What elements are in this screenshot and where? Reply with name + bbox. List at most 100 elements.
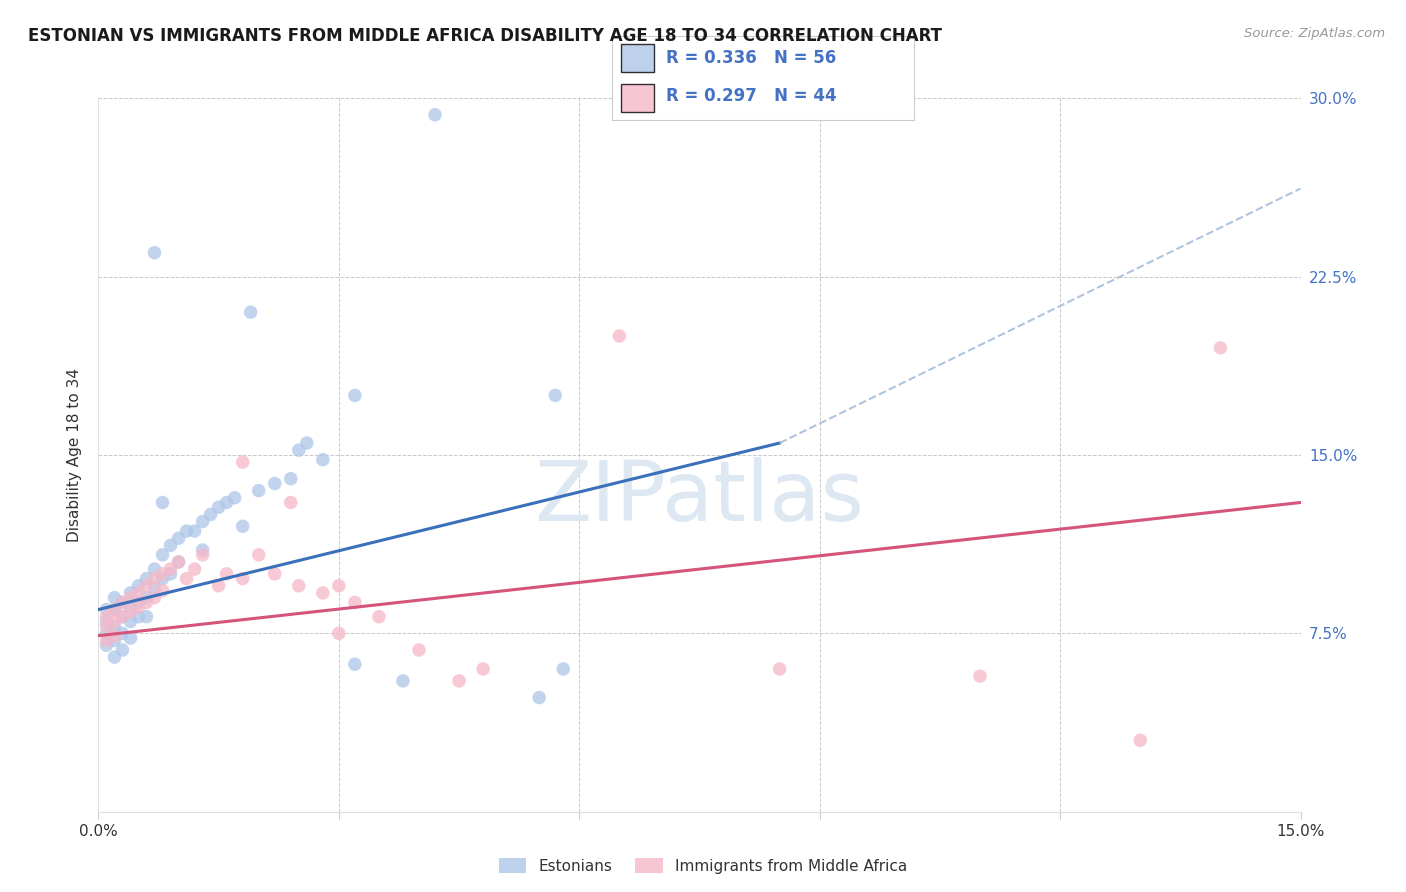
Point: [529, 690, 551, 705]
Point: [103, 629, 125, 643]
Point: [120, 631, 142, 645]
Point: [295, 436, 318, 450]
Point: [167, 531, 190, 545]
Point: [96, 615, 118, 629]
Text: R = 0.336   N = 56: R = 0.336 N = 56: [666, 49, 837, 67]
Point: [969, 669, 991, 683]
Point: [159, 566, 181, 581]
Point: [143, 562, 166, 576]
Point: [769, 662, 792, 676]
Point: [472, 662, 495, 676]
Point: [120, 600, 142, 615]
Point: [423, 108, 446, 122]
Point: [96, 619, 118, 633]
Text: ESTONIAN VS IMMIGRANTS FROM MIDDLE AFRICA DISABILITY AGE 18 TO 34 CORRELATION CH: ESTONIAN VS IMMIGRANTS FROM MIDDLE AFRIC…: [28, 27, 942, 45]
Point: [183, 524, 205, 538]
Point: [111, 643, 134, 657]
Point: [152, 572, 174, 586]
Point: [152, 548, 174, 562]
Point: [191, 543, 214, 558]
Point: [263, 566, 285, 581]
Point: [152, 495, 174, 509]
Point: [224, 491, 246, 505]
Point: [135, 579, 157, 593]
Point: [239, 305, 262, 319]
Point: [247, 483, 270, 498]
Point: [96, 602, 118, 616]
Point: [328, 579, 350, 593]
Point: [167, 555, 190, 569]
Point: [167, 555, 190, 569]
Point: [312, 452, 335, 467]
Point: [103, 619, 125, 633]
Point: [183, 562, 205, 576]
Point: [343, 595, 366, 609]
Point: [103, 602, 125, 616]
Point: [143, 591, 166, 605]
Point: [111, 595, 134, 609]
Point: [343, 388, 366, 402]
Point: [96, 633, 118, 648]
Point: [1129, 733, 1152, 747]
Point: [120, 605, 142, 619]
Point: [111, 609, 134, 624]
Text: ZIPatlas: ZIPatlas: [534, 458, 865, 538]
Point: [111, 626, 134, 640]
Point: [128, 595, 150, 609]
Point: [143, 572, 166, 586]
Point: [368, 609, 391, 624]
Point: [208, 579, 231, 593]
Point: [247, 548, 270, 562]
Point: [143, 245, 166, 260]
Point: [288, 443, 311, 458]
Point: [96, 638, 118, 652]
FancyBboxPatch shape: [620, 45, 654, 72]
Point: [191, 548, 214, 562]
Point: [392, 673, 415, 688]
Point: [120, 615, 142, 629]
Point: [120, 586, 142, 600]
Text: Source: ZipAtlas.com: Source: ZipAtlas.com: [1244, 27, 1385, 40]
Point: [328, 626, 350, 640]
Point: [232, 519, 254, 533]
Point: [553, 662, 575, 676]
Point: [232, 455, 254, 469]
Point: [103, 633, 125, 648]
Point: [609, 329, 631, 343]
Point: [135, 591, 157, 605]
Point: [232, 572, 254, 586]
Point: [544, 388, 567, 402]
Point: [135, 595, 157, 609]
Point: [103, 602, 125, 616]
Point: [447, 673, 470, 688]
Point: [120, 591, 142, 605]
Legend: Estonians, Immigrants from Middle Africa: Estonians, Immigrants from Middle Africa: [492, 852, 914, 880]
Point: [176, 524, 198, 538]
Point: [280, 495, 302, 509]
Point: [1209, 341, 1232, 355]
Point: [159, 562, 181, 576]
Point: [312, 586, 335, 600]
Point: [103, 591, 125, 605]
Point: [280, 472, 302, 486]
Point: [176, 572, 198, 586]
Point: [343, 657, 366, 672]
Point: [152, 583, 174, 598]
Point: [200, 508, 222, 522]
Point: [288, 579, 311, 593]
Point: [215, 566, 238, 581]
Point: [143, 581, 166, 595]
Point: [159, 538, 181, 552]
Point: [152, 566, 174, 581]
Point: [208, 500, 231, 515]
Point: [111, 595, 134, 609]
Point: [96, 626, 118, 640]
Point: [103, 650, 125, 665]
Point: [128, 600, 150, 615]
FancyBboxPatch shape: [620, 84, 654, 112]
Y-axis label: Disability Age 18 to 34: Disability Age 18 to 34: [67, 368, 83, 542]
Point: [103, 615, 125, 629]
Point: [135, 572, 157, 586]
Point: [128, 586, 150, 600]
Point: [408, 643, 430, 657]
